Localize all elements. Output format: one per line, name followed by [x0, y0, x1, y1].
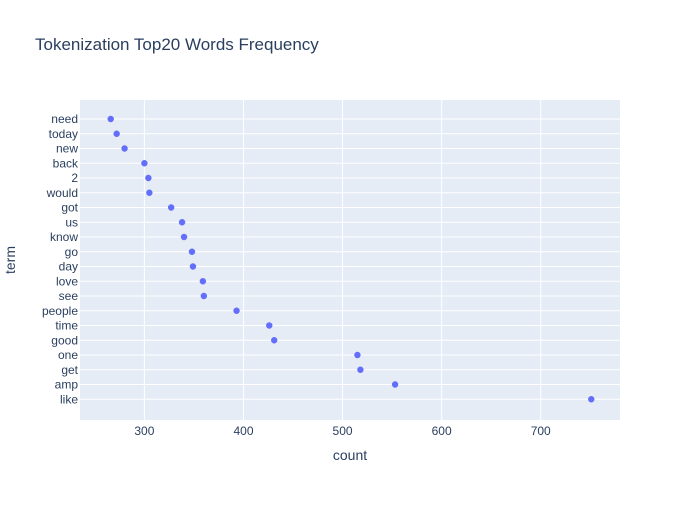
y-tick-labels: needtodaynewback2wouldgotusknowgodaylove… — [42, 112, 79, 406]
data-point — [189, 263, 197, 270]
y-tick-label: 2 — [71, 171, 78, 185]
data-point — [354, 351, 361, 359]
plot-area — [80, 100, 620, 420]
data-point — [266, 322, 273, 329]
data-point — [391, 381, 399, 388]
y-tick-label: need — [51, 112, 78, 126]
data-point — [357, 366, 364, 373]
data-point — [588, 396, 595, 403]
data-point — [121, 145, 128, 152]
y-tick-label: new — [56, 142, 78, 156]
y-axis-title: term — [2, 246, 18, 274]
data-point — [233, 307, 240, 314]
data-point — [178, 219, 186, 226]
x-tick-label: 700 — [531, 424, 551, 438]
grid-layer — [80, 100, 620, 420]
data-point — [141, 160, 148, 167]
data-point — [271, 337, 278, 344]
data-point — [113, 130, 120, 137]
y-tick-label: amp — [55, 378, 79, 392]
data-point — [167, 204, 175, 211]
y-tick-label: go — [65, 245, 79, 259]
y-tick-label: got — [61, 201, 78, 215]
data-point — [180, 233, 188, 241]
x-tick-label: 400 — [233, 424, 253, 438]
y-tick-label: love — [56, 274, 78, 288]
y-tick-label: see — [59, 289, 79, 303]
y-tick-label: time — [55, 319, 78, 333]
y-tick-label: good — [51, 333, 78, 347]
y-tick-label: would — [46, 186, 78, 200]
data-point — [146, 189, 153, 196]
x-tick-label: 500 — [333, 424, 353, 438]
y-tick-label: people — [42, 304, 78, 318]
y-tick-label: today — [49, 127, 78, 141]
x-tick-label: 600 — [432, 424, 452, 438]
chart-title: Tokenization Top20 Words Frequency — [35, 35, 319, 54]
y-tick-label: get — [61, 363, 78, 377]
data-point — [199, 278, 207, 285]
y-tick-label: one — [58, 348, 78, 362]
y-tick-label: day — [59, 260, 78, 274]
data-point — [145, 174, 152, 182]
data-point — [188, 248, 196, 255]
y-tick-label: like — [60, 392, 78, 406]
y-tick-label: us — [65, 215, 78, 229]
x-tick-labels: 300 400 500 600 700 — [134, 424, 551, 438]
data-point — [107, 115, 114, 123]
x-tick-label: 300 — [134, 424, 154, 438]
x-axis-title: count — [333, 447, 367, 463]
data-point — [200, 292, 208, 300]
y-tick-label: back — [53, 156, 79, 170]
y-tick-label: know — [50, 230, 78, 244]
data-points — [107, 115, 595, 403]
